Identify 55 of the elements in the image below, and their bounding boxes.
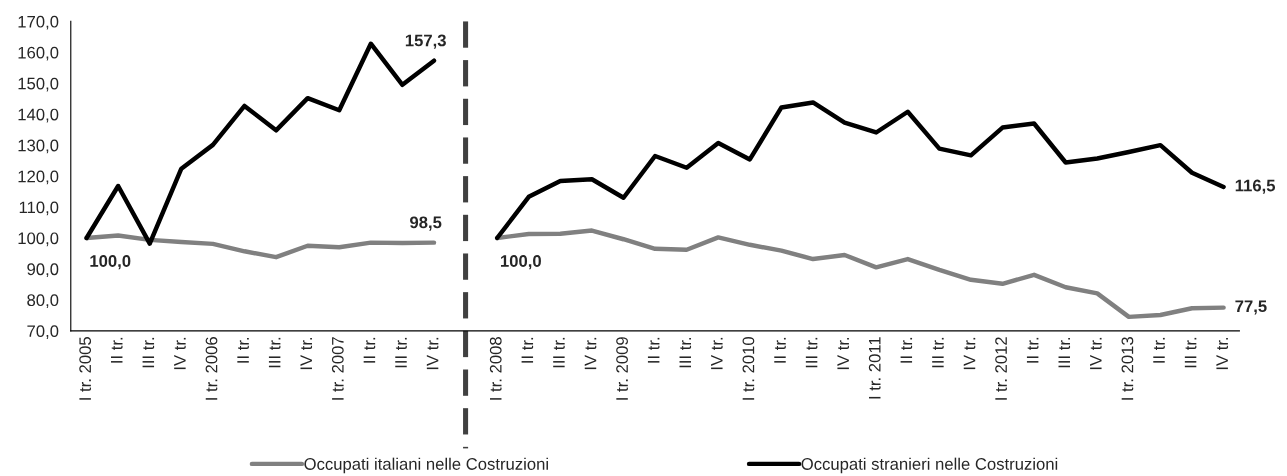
x-tick-label: I tr. 2005 (79, 337, 92, 400)
x-tick-label: III tr. (805, 337, 818, 368)
y-tick-label: 90,0 (27, 263, 59, 278)
y-tick-label: 140,0 (18, 108, 59, 123)
x-tick-label: II tr. (1153, 337, 1165, 363)
x-tick-label: I tr. 2009 (616, 337, 628, 400)
x-tick-label: IV tr. (1216, 337, 1229, 370)
x-tick-label: III tr. (1058, 337, 1071, 368)
x-tick-label: IV tr. (300, 337, 313, 370)
x-tick-label: III tr. (932, 337, 944, 368)
legend-label: Occupati italiani nelle Costruzioni (304, 457, 548, 474)
x-tick-label: IV tr. (711, 337, 723, 370)
x-tick-label: I tr. 2010 (742, 337, 755, 400)
x-tick-label: II tr. (237, 337, 249, 363)
data-label: 100,0 (90, 255, 131, 270)
data-label: 98,5 (410, 216, 442, 231)
data-label: 77,5 (1235, 300, 1267, 315)
x-tick-label: IV tr. (426, 337, 439, 370)
x-tick-label: III tr. (553, 337, 565, 368)
x-tick-label: I tr. 2006 (205, 337, 218, 400)
legend-label: Occupati stranieri nelle Costruzioni (801, 457, 1058, 474)
x-tick-label: IV tr. (837, 337, 850, 370)
x-tick-label: I tr. 2007 (331, 337, 344, 400)
x-tick-label: II tr. (1026, 337, 1039, 363)
data-label: 157,3 (405, 34, 446, 49)
y-tick-label: 160,0 (18, 46, 59, 61)
y-tick-label: 150,0 (18, 77, 59, 92)
x-tick-label: IV tr. (963, 337, 976, 370)
x-tick-label: IV tr. (174, 337, 186, 370)
x-tick-label: I tr. 2008 (489, 337, 502, 400)
y-tick-label: 110,0 (19, 201, 59, 216)
x-tick-label: IV tr. (584, 337, 597, 370)
y-tick-label: 120,0 (18, 170, 59, 185)
x-tick-label: II tr. (111, 337, 123, 363)
y-tick-label: 70,0 (27, 325, 59, 339)
x-tick-label: I tr. 2011 (868, 337, 881, 399)
y-tick-label: 130,0 (18, 139, 59, 154)
x-tick-label: III tr. (395, 337, 407, 368)
y-tick-label: 170,0 (18, 15, 59, 30)
x-tick-label: II tr. (363, 337, 376, 363)
data-label: 100,0 (500, 255, 541, 270)
data-label: 116,5 (1235, 179, 1276, 194)
x-tick-label: I tr. 2012 (995, 337, 1007, 400)
x-tick-label: III tr. (268, 337, 281, 368)
y-tick-label: 80,0 (27, 294, 59, 309)
x-tick-label: II tr. (521, 337, 534, 363)
x-tick-label: III tr. (142, 337, 155, 368)
x-tick-label: III tr. (679, 337, 692, 368)
x-tick-label: IV tr. (1090, 337, 1102, 370)
x-tick-label: I tr. 2013 (1121, 337, 1134, 400)
x-tick-label: III tr. (1184, 337, 1197, 368)
y-tick-label: 100,0 (18, 232, 59, 247)
x-tick-label: II tr. (647, 337, 660, 363)
x-tick-label: II tr. (900, 337, 913, 363)
x-tick-label: II tr. (774, 337, 786, 363)
